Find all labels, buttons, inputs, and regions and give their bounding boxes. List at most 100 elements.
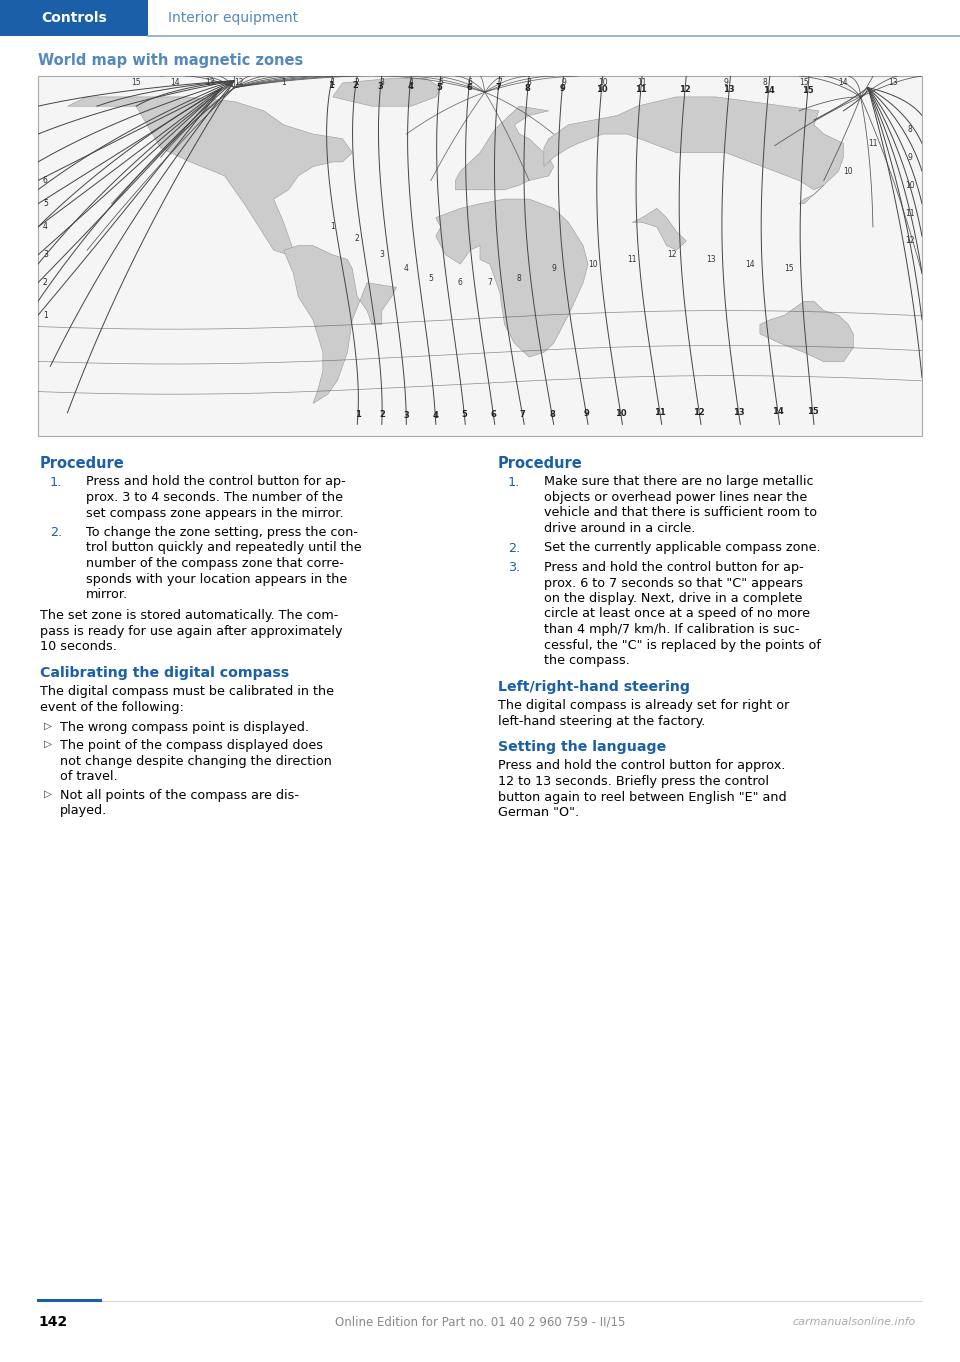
Text: 12: 12	[693, 409, 705, 417]
Text: 9: 9	[560, 84, 565, 93]
Text: 4: 4	[432, 411, 438, 419]
Text: 5: 5	[43, 199, 48, 208]
Text: ▷: ▷	[44, 789, 52, 798]
Text: Not all points of the compass are dis-: Not all points of the compass are dis-	[60, 789, 299, 801]
Text: 12 to 13 seconds. Briefly press the control: 12 to 13 seconds. Briefly press the cont…	[498, 775, 769, 789]
Text: Controls: Controls	[41, 11, 107, 25]
Text: 1: 1	[355, 410, 361, 419]
Text: 13: 13	[888, 79, 898, 87]
Polygon shape	[455, 106, 554, 189]
Text: ▷: ▷	[44, 720, 52, 730]
Text: sponds with your location appears in the: sponds with your location appears in the	[86, 572, 348, 586]
Text: drive around in a circle.: drive around in a circle.	[544, 522, 695, 535]
Text: 10: 10	[588, 260, 598, 268]
Text: button again to reel between English "E" and: button again to reel between English "E"…	[498, 790, 786, 804]
Text: 12: 12	[679, 84, 691, 94]
Text: the compass.: the compass.	[544, 654, 630, 667]
Text: 8: 8	[762, 79, 767, 87]
Polygon shape	[800, 185, 824, 204]
Text: 7: 7	[495, 83, 501, 93]
Text: 7: 7	[519, 410, 525, 419]
Polygon shape	[544, 97, 844, 189]
Text: 13: 13	[724, 86, 735, 94]
Text: 3: 3	[377, 82, 383, 91]
Text: 10 seconds.: 10 seconds.	[40, 640, 117, 654]
Text: 14: 14	[772, 407, 783, 417]
Text: 142: 142	[38, 1314, 67, 1329]
Polygon shape	[333, 79, 441, 106]
Text: than 4 mph/7 km/h. If calibration is suc-: than 4 mph/7 km/h. If calibration is suc…	[544, 622, 800, 636]
Text: 14: 14	[839, 79, 849, 87]
Text: 1.: 1.	[508, 475, 520, 489]
Text: trol button quickly and repeatedly until the: trol button quickly and repeatedly until…	[86, 542, 362, 554]
Text: Make sure that there are no large metallic: Make sure that there are no large metall…	[544, 475, 813, 489]
Text: 1: 1	[327, 82, 333, 90]
Polygon shape	[283, 245, 396, 403]
Text: 13: 13	[732, 407, 744, 417]
Text: 2.: 2.	[508, 542, 520, 554]
Text: 6: 6	[468, 79, 472, 87]
Polygon shape	[633, 208, 686, 251]
Text: 7: 7	[497, 79, 502, 87]
Text: 5: 5	[439, 79, 444, 87]
Text: 13: 13	[706, 255, 715, 264]
Text: 2: 2	[43, 278, 48, 287]
Bar	[0, 0, 148, 35]
Text: 10: 10	[614, 409, 627, 418]
Text: 9: 9	[584, 409, 589, 418]
Text: pass is ready for use again after approximately: pass is ready for use again after approx…	[40, 625, 343, 637]
Text: 12: 12	[667, 251, 676, 259]
Text: Setting the language: Setting the language	[498, 740, 666, 755]
Text: 8: 8	[516, 274, 521, 282]
Text: 4: 4	[409, 79, 414, 87]
Text: 14: 14	[745, 260, 755, 268]
Text: 3: 3	[379, 79, 384, 87]
Text: The digital compass must be calibrated in the: The digital compass must be calibrated i…	[40, 685, 334, 699]
Text: ▷: ▷	[44, 740, 52, 749]
Text: 2: 2	[355, 79, 360, 87]
Text: 15: 15	[802, 86, 814, 95]
Text: 5: 5	[437, 83, 443, 91]
Text: 14: 14	[171, 79, 180, 87]
Text: 1: 1	[281, 79, 286, 87]
Text: Press and hold the control button for approx.: Press and hold the control button for ap…	[498, 760, 785, 772]
Text: Calibrating the digital compass: Calibrating the digital compass	[40, 666, 289, 680]
Text: on the display. Next, drive in a complete: on the display. Next, drive in a complet…	[544, 592, 803, 605]
Text: World map with magnetic zones: World map with magnetic zones	[38, 53, 303, 68]
Text: The set zone is stored automatically. The com-: The set zone is stored automatically. Th…	[40, 610, 338, 622]
Text: 9: 9	[907, 153, 912, 162]
Text: 8: 8	[525, 84, 531, 93]
Polygon shape	[760, 301, 853, 362]
Text: event of the following:: event of the following:	[40, 701, 184, 714]
Text: 11: 11	[635, 84, 647, 94]
Text: 8: 8	[549, 410, 555, 418]
Text: 9: 9	[551, 264, 556, 274]
Text: 10: 10	[844, 166, 853, 176]
Bar	[38, 76, 922, 436]
Text: 15: 15	[800, 79, 809, 87]
Text: 10: 10	[598, 79, 608, 87]
Polygon shape	[67, 97, 352, 255]
Text: set compass zone appears in the mirror.: set compass zone appears in the mirror.	[86, 507, 344, 519]
Text: 6: 6	[491, 410, 496, 419]
Text: 12: 12	[234, 79, 244, 87]
Text: 11: 11	[637, 79, 647, 87]
Text: Left/right-hand steering: Left/right-hand steering	[498, 680, 690, 693]
Text: objects or overhead power lines near the: objects or overhead power lines near the	[544, 490, 807, 504]
Text: mirror.: mirror.	[86, 588, 128, 601]
Text: Interior equipment: Interior equipment	[168, 11, 299, 25]
Text: 7: 7	[488, 278, 492, 287]
Text: circle at least once at a speed of no more: circle at least once at a speed of no mo…	[544, 607, 810, 621]
Text: 1.: 1.	[50, 475, 62, 489]
Text: 3: 3	[43, 251, 48, 259]
Text: 2: 2	[352, 82, 358, 90]
Text: 11: 11	[868, 139, 877, 148]
Text: played.: played.	[60, 804, 108, 817]
Text: 1: 1	[330, 222, 335, 232]
Text: carmanualsonline.info: carmanualsonline.info	[793, 1317, 916, 1327]
Text: Procedure: Procedure	[40, 456, 125, 471]
Text: 3.: 3.	[508, 561, 520, 573]
Text: 13: 13	[205, 79, 215, 87]
Text: 15: 15	[784, 264, 794, 274]
Text: number of the compass zone that corre-: number of the compass zone that corre-	[86, 557, 344, 571]
